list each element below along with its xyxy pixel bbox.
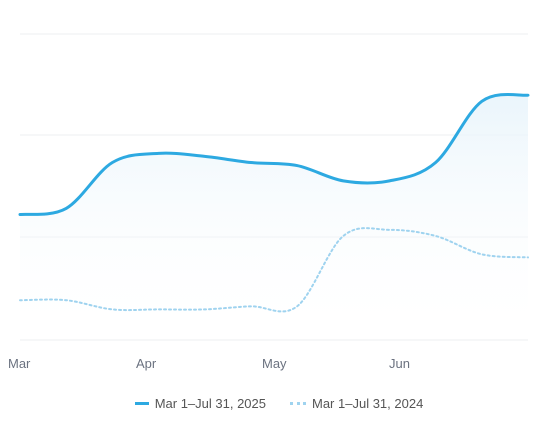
x-axis-ticks: Mar Apr May Jun (8, 356, 410, 371)
line-chart: Mar Apr May Jun (8, 33, 530, 371)
chart-legend: Mar 1–Jul 31, 2025 Mar 1–Jul 31, 2024 (0, 396, 558, 411)
legend-item-2024[interactable]: Mar 1–Jul 31, 2024 (290, 396, 423, 411)
legend-swatch-dotted (290, 402, 306, 405)
series-area-2025 (20, 94, 528, 340)
x-tick-label: Mar (8, 356, 31, 371)
series-line-2024 (19, 227, 529, 313)
x-tick-label: Apr (136, 356, 157, 371)
legend-item-2025[interactable]: Mar 1–Jul 31, 2025 (134, 396, 266, 411)
x-tick-label: May (262, 356, 287, 371)
series-line-2025 (18, 92, 530, 217)
x-tick-label: Jun (389, 356, 410, 371)
legend-swatch-solid (134, 402, 149, 405)
legend-label-2024: Mar 1–Jul 31, 2024 (312, 396, 424, 411)
legend-label-2025: Mar 1–Jul 31, 2025 (154, 396, 266, 411)
